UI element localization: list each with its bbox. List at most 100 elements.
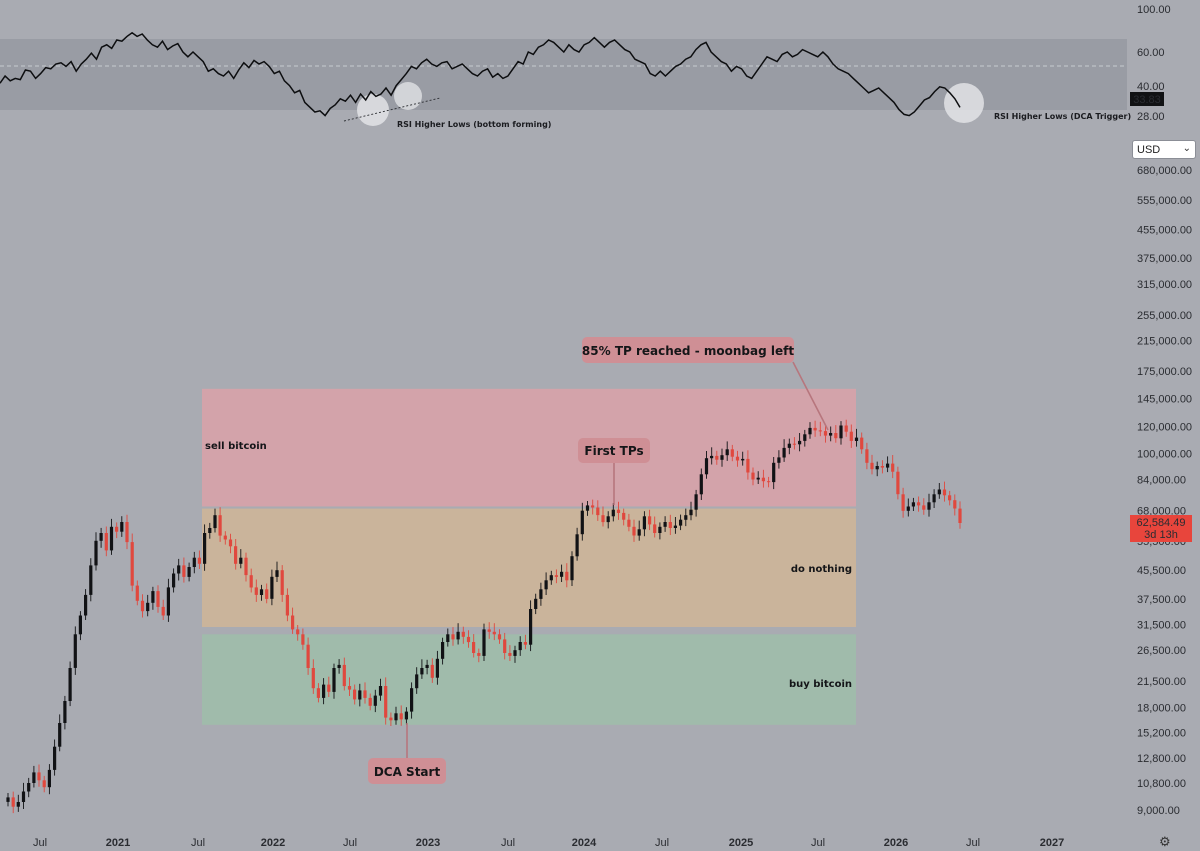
candle-body xyxy=(342,664,346,687)
rsi-annotation-bottom-forming: RSI Higher Lows (bottom forming) xyxy=(397,120,551,129)
rsi-y-tick: 100.00 xyxy=(1137,4,1171,16)
candle-body xyxy=(244,557,248,576)
candle-body xyxy=(435,658,439,678)
candle-body xyxy=(606,516,610,523)
candle-body xyxy=(68,668,72,701)
candle-body xyxy=(156,591,160,607)
last-price-badge-bg xyxy=(1130,515,1192,542)
candle-body xyxy=(472,642,476,653)
price-y-tick: 215,000.00 xyxy=(1137,335,1192,347)
candle-body xyxy=(622,512,626,520)
candle-body xyxy=(296,629,300,635)
candle-body xyxy=(120,522,124,532)
candle-body xyxy=(301,634,305,645)
candle-body xyxy=(715,455,719,460)
candles xyxy=(6,419,962,814)
candle-body xyxy=(332,668,336,692)
candle-body xyxy=(880,466,884,468)
candle-body xyxy=(808,427,812,435)
candle-body xyxy=(47,769,51,788)
candle-body xyxy=(125,522,129,543)
price-y-tick: 10,800.00 xyxy=(1137,778,1186,790)
candle-body xyxy=(311,668,315,689)
price-y-tick: 26,500.00 xyxy=(1137,645,1186,657)
candle-body xyxy=(146,602,150,612)
price-y-tick: 84,000.00 xyxy=(1137,475,1186,487)
candle-body xyxy=(441,642,445,659)
candle-body xyxy=(932,494,936,503)
candle-body xyxy=(844,425,848,432)
candle-body xyxy=(275,570,279,577)
callout-dca-start: DCA Start xyxy=(368,723,446,784)
candle-body xyxy=(792,443,796,445)
candle-body xyxy=(948,495,952,501)
candle-body xyxy=(239,557,243,564)
candle-body xyxy=(761,477,765,482)
candle-body xyxy=(679,519,683,526)
zone-label: do nothing xyxy=(791,564,852,575)
candle-body xyxy=(648,516,652,525)
gear-icon[interactable]: ⚙ xyxy=(1159,834,1171,849)
currency-select[interactable]: USD ⌄ xyxy=(1132,140,1196,159)
candle-body xyxy=(901,494,905,511)
candle-body xyxy=(741,458,745,461)
candle-body xyxy=(632,526,636,536)
candle-body xyxy=(140,600,145,612)
currency-value: USD xyxy=(1137,144,1161,156)
candle-body xyxy=(513,650,517,656)
candle-body xyxy=(32,772,36,783)
zone-hold xyxy=(202,508,856,627)
candle-body xyxy=(673,525,677,528)
callout-dca-start-label: DCA Start xyxy=(374,765,441,779)
chevron-down-icon: ⌄ xyxy=(1182,143,1191,154)
rsi-current-value: 33.83 xyxy=(1133,94,1161,106)
candle-body xyxy=(6,797,10,802)
candle-body xyxy=(487,629,491,632)
candle-body xyxy=(16,802,20,807)
candle-body xyxy=(637,529,641,536)
candle-body xyxy=(378,686,383,696)
candle-body xyxy=(368,697,372,706)
candle-body xyxy=(767,481,771,483)
candle-body xyxy=(249,575,253,588)
candle-body xyxy=(203,533,207,564)
price-pane: sell bitcoin do nothing buy bitcoin 680,00… xyxy=(6,165,1192,849)
candle-body xyxy=(560,571,564,577)
candle-body xyxy=(642,516,646,530)
candle-body xyxy=(223,535,227,540)
price-y-tick: 120,000.00 xyxy=(1137,422,1192,434)
candle-body xyxy=(280,570,284,595)
time-tick: Jul xyxy=(33,837,47,849)
candle-body xyxy=(663,522,667,527)
candle-body xyxy=(953,500,957,509)
price-y-tick: 100,000.00 xyxy=(1137,449,1192,461)
candle-body xyxy=(803,434,807,441)
time-tick: 2024 xyxy=(572,837,597,849)
candle-body xyxy=(735,456,740,461)
price-y-tick: 555,000.00 xyxy=(1137,195,1192,207)
candle-body xyxy=(911,502,915,507)
candle-body xyxy=(218,515,222,536)
callout-first-tps-bg xyxy=(578,438,650,463)
candle-body xyxy=(177,565,181,574)
time-tick: Jul xyxy=(966,837,980,849)
price-y-tick: 455,000.00 xyxy=(1137,225,1192,237)
candle-body xyxy=(518,642,522,651)
candle-body xyxy=(720,455,724,460)
candle-body xyxy=(84,594,88,616)
candle-body xyxy=(865,449,869,463)
candle-body xyxy=(570,556,574,581)
time-tick: Jul xyxy=(191,837,205,849)
candle-body xyxy=(208,528,212,533)
candle-body xyxy=(461,631,465,637)
candle-body xyxy=(942,489,947,496)
candle-body xyxy=(285,594,289,616)
candle-body xyxy=(798,440,802,445)
candle-body xyxy=(404,711,408,720)
candle-body xyxy=(751,472,755,480)
price-y-tick: 68,000.00 xyxy=(1137,506,1186,518)
callout-first-tps: First TPs xyxy=(578,438,650,505)
candle-body xyxy=(363,690,367,698)
price-y-tick: 175,000.00 xyxy=(1137,366,1192,378)
price-y-tick: 18,000.00 xyxy=(1137,702,1186,714)
